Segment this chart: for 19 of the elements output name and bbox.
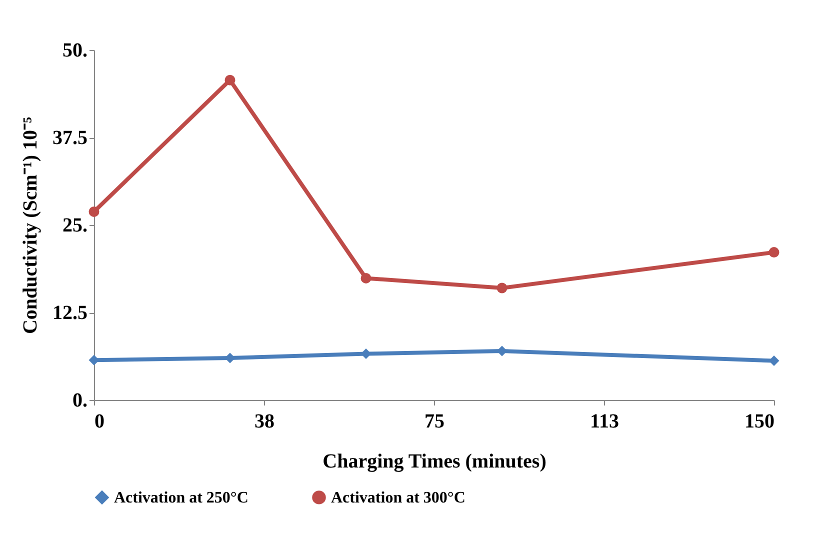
- y-tick-label: 37.5: [52, 127, 88, 149]
- x-tick-label: 38: [254, 410, 274, 432]
- x-tick-label: 150: [744, 410, 774, 432]
- point: [768, 247, 780, 258]
- point: [360, 272, 372, 284]
- point: [224, 74, 236, 86]
- legend-label: Activation at 250°C: [114, 489, 248, 506]
- x-tick-label: 113: [590, 410, 619, 432]
- y-tick-label: 25.: [62, 214, 88, 236]
- y-axis-title: Conductivity (Scm⁻¹) 10⁻⁵: [20, 116, 42, 334]
- x-tick-label: 75: [424, 410, 444, 432]
- x-tick-label: 0: [94, 410, 104, 432]
- y-tick-label: 0.: [72, 390, 88, 412]
- y-tick-label: 50.: [62, 40, 88, 62]
- point: [88, 206, 100, 217]
- y-tick-label: 12.5: [52, 302, 88, 324]
- legend-label: Activation at 300°C: [331, 489, 466, 506]
- point: [496, 282, 508, 294]
- x-axis-title: Charging Times (minutes): [322, 450, 546, 472]
